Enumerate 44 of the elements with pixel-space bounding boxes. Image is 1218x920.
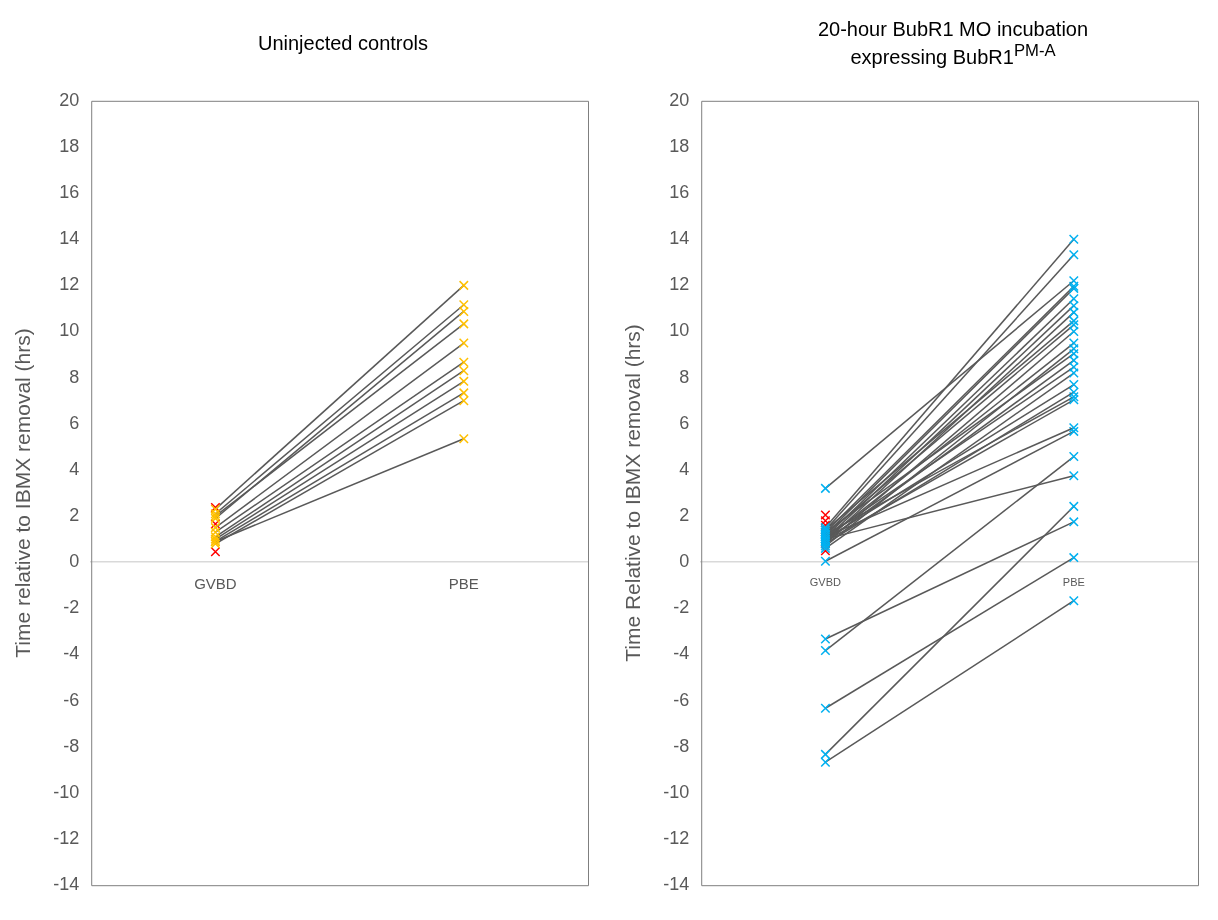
y-tick-label: 4 — [679, 458, 690, 479]
y-tick-label: 2 — [679, 505, 690, 526]
chart-title: Uninjected controls — [257, 31, 429, 55]
y-tick-label: 4 — [69, 458, 80, 479]
y-tick-label: -8 — [63, 735, 80, 756]
y-tick-label: 2 — [69, 505, 80, 526]
y-tick-label: 14 — [669, 228, 690, 249]
x-tick-label: GVBD — [809, 575, 842, 588]
y-tick-label: -6 — [673, 689, 690, 710]
y-tick-label: 14 — [59, 228, 80, 249]
x-tick-label: PBE — [1062, 575, 1085, 588]
y-tick-label: -4 — [673, 643, 690, 664]
y-tick-label: 0 — [679, 551, 690, 572]
x-tick-label: PBE — [448, 575, 479, 593]
y-tick-label: 8 — [679, 366, 690, 387]
y-tick-label: -12 — [53, 828, 80, 849]
y-tick-label: 12 — [59, 274, 80, 295]
y-tick-label: -4 — [63, 643, 80, 664]
y-tick-label: -6 — [63, 689, 80, 710]
y-tick-label: 16 — [59, 182, 80, 203]
y-tick-label: 12 — [669, 274, 690, 295]
y-tick-label: 0 — [69, 551, 80, 572]
y-axis-title: Time Relative to IBMX removal (hrs) — [621, 324, 645, 662]
y-tick-label: -2 — [63, 597, 80, 618]
y-tick-label: -8 — [673, 735, 690, 756]
y-tick-label: 10 — [59, 320, 80, 341]
chart-title: 20-hour BubR1 MO incubation expressing BubR1$^{PM-A}$ — [816, 17, 1090, 69]
y-tick-label: 20 — [59, 89, 80, 110]
y-tick-label: -14 — [53, 874, 80, 895]
y-tick-label: 10 — [669, 320, 690, 341]
y-tick-label: -10 — [53, 781, 80, 802]
x-tick-label: GVBD — [194, 575, 237, 593]
y-tick-label: 6 — [69, 412, 80, 433]
y-tick-label: -12 — [663, 828, 690, 849]
y-tick-label: -10 — [663, 781, 690, 802]
y-tick-label: 18 — [59, 135, 80, 156]
y-tick-label: 18 — [669, 135, 690, 156]
y-tick-label: 20 — [669, 89, 690, 110]
y-tick-label: 16 — [669, 182, 690, 203]
y-tick-label: -2 — [673, 597, 690, 618]
y-axis-title: Time relative to IBMX removal (hrs) — [11, 328, 35, 658]
y-tick-label: 6 — [679, 412, 690, 433]
y-tick-label: -14 — [663, 874, 690, 895]
y-tick-label: 8 — [69, 366, 80, 387]
